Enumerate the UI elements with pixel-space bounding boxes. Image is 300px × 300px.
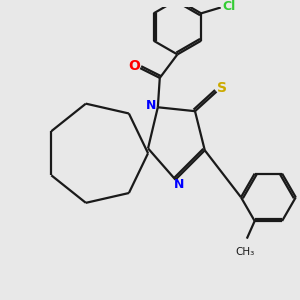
Text: N: N [146, 99, 156, 112]
Text: O: O [128, 59, 140, 73]
Text: S: S [218, 81, 227, 95]
Text: CH₃: CH₃ [235, 248, 254, 257]
Text: N: N [174, 178, 184, 191]
Text: Cl: Cl [223, 0, 236, 13]
